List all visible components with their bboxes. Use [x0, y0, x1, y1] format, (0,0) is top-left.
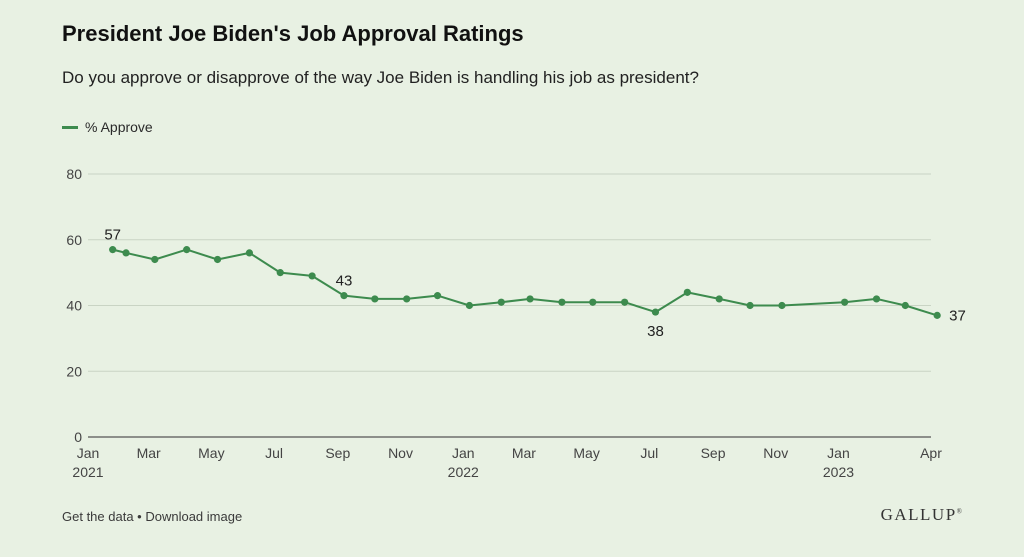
data-point-2 [151, 255, 159, 264]
data-point-10 [403, 295, 411, 303]
x-tick-label-1: Mar [137, 445, 161, 461]
x-tick-label-6: Jan [452, 445, 475, 461]
y-tick-label-60: 60 [66, 232, 82, 248]
x-tick-label-11: Nov [763, 445, 788, 461]
x-tick-year-2021: 2021 [72, 464, 103, 480]
x-tick-label-12: Jan [827, 445, 850, 461]
legend-line-swatch [62, 125, 78, 129]
data-point-9 [371, 295, 379, 303]
x-tick-label-4: Sep [325, 445, 350, 461]
data-point-7 [308, 272, 316, 280]
data-point-26 [933, 311, 941, 319]
data-point-8 [340, 292, 348, 300]
data-point-6 [276, 269, 284, 277]
footer-separator: • [133, 509, 146, 524]
x-tick-label-0: Jan [77, 445, 100, 461]
x-tick-label-2: May [198, 445, 224, 461]
data-point-16 [589, 298, 597, 306]
y-tick-label-40: 40 [66, 298, 82, 314]
x-tick-label-7: Mar [512, 445, 536, 461]
data-label-43: 43 [336, 273, 353, 290]
get-data-link[interactable]: Get the data [62, 509, 134, 524]
data-point-12 [465, 301, 474, 310]
data-point-21 [746, 301, 754, 310]
data-point-24 [872, 295, 881, 303]
data-point-14 [526, 295, 534, 303]
x-tick-label-3: Jul [265, 445, 283, 461]
y-tick-label-20: 20 [66, 363, 82, 379]
y-tick-label-0: 0 [74, 429, 82, 445]
gallup-logo-text: GALLUP [880, 505, 957, 524]
download-image-link[interactable]: Download image [145, 509, 243, 524]
data-label-57: 57 [104, 227, 121, 244]
data-point-23 [841, 298, 849, 306]
data-point-5 [245, 249, 254, 257]
data-point-11 [433, 292, 442, 300]
x-tick-label-9: Jul [640, 445, 658, 461]
data-point-0 [109, 246, 117, 254]
data-point-1 [122, 249, 130, 257]
data-point-19 [683, 288, 691, 296]
x-tick-year-2023: 2023 [823, 464, 854, 480]
x-tick-label-8: May [573, 445, 599, 461]
x-tick-label-5: Nov [388, 445, 413, 461]
data-point-15 [558, 298, 566, 306]
x-tick-label-10: Sep [701, 445, 726, 461]
data-point-22 [778, 301, 786, 310]
data-label-37: 37 [949, 307, 966, 324]
chart-subtitle: Do you approve or disapprove of the way … [62, 68, 699, 87]
data-label-38: 38 [647, 323, 664, 340]
data-point-3 [183, 246, 191, 254]
footer-links: Get the data • Download image [62, 509, 242, 524]
gallup-registered-mark: ® [956, 507, 962, 516]
data-point-18 [651, 308, 660, 316]
data-point-25 [901, 301, 909, 310]
chart-legend: % Approve [62, 119, 153, 135]
x-tick-label-13: Apr [920, 445, 942, 461]
data-point-17 [621, 298, 629, 306]
data-point-13 [497, 298, 505, 306]
gallup-logo: GALLUP® [881, 505, 962, 525]
chart-title: President Joe Biden's Job Approval Ratin… [62, 21, 524, 46]
data-point-20 [715, 295, 723, 303]
y-tick-label-80: 80 [66, 166, 82, 182]
legend-label-approve: % Approve [85, 119, 153, 135]
data-point-4 [213, 255, 222, 264]
x-tick-year-2022: 2022 [448, 464, 479, 480]
